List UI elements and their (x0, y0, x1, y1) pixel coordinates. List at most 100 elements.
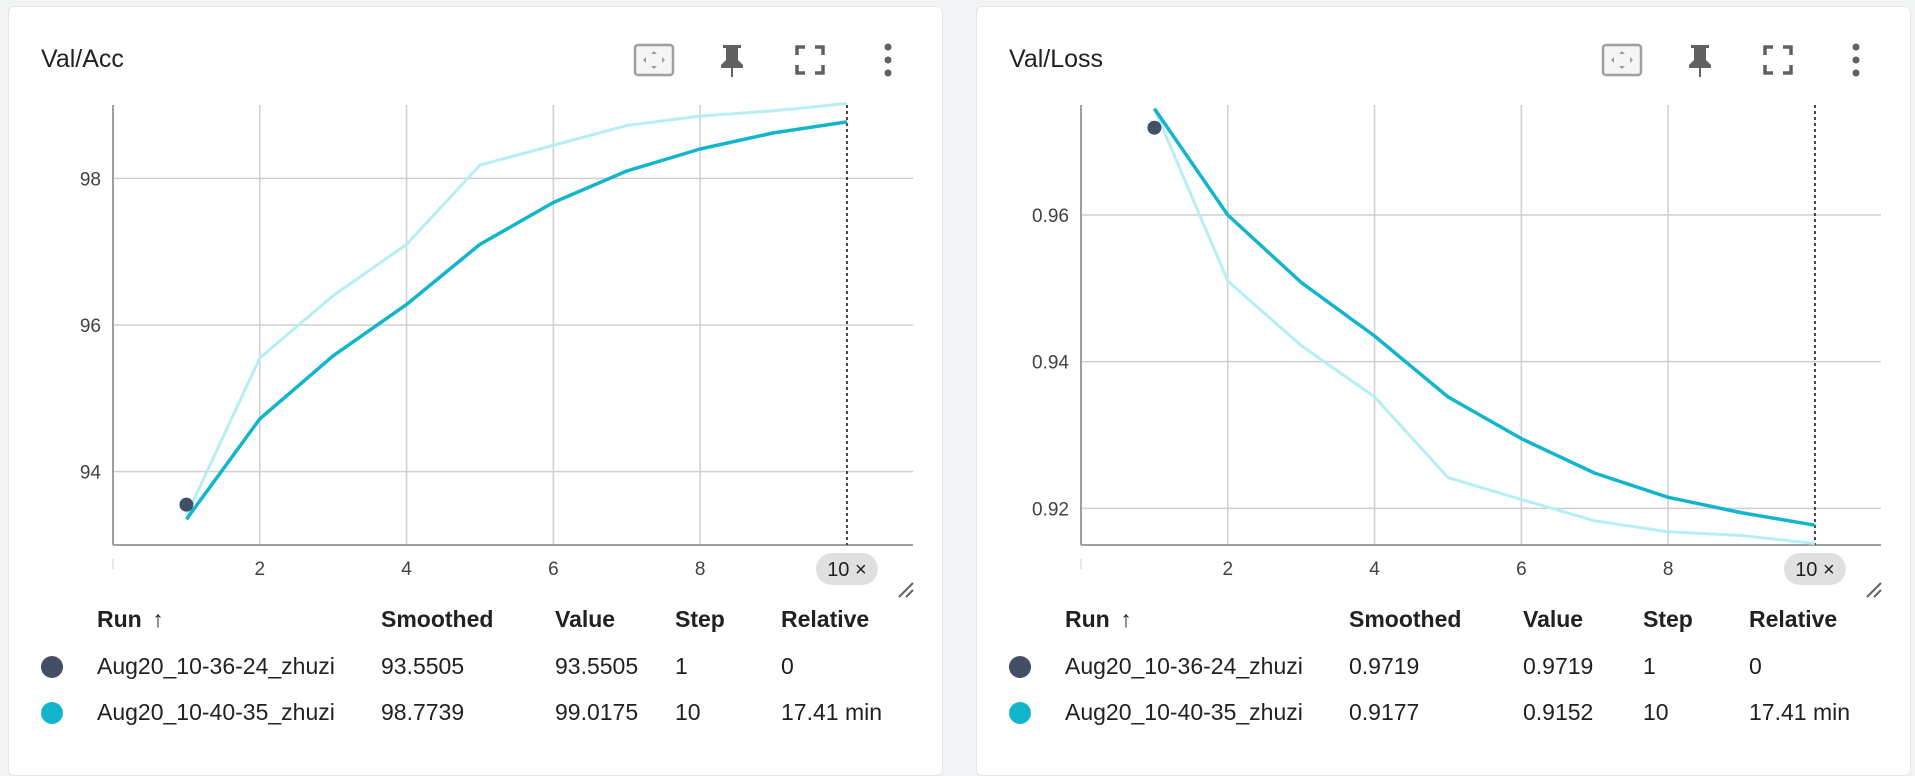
fullscreen-button[interactable] (784, 35, 836, 85)
header-run[interactable]: Run ↑ (97, 595, 381, 643)
step-badge-label: 10 × (827, 559, 866, 581)
x-tick-label: 8 (1663, 559, 1674, 580)
more-options-button[interactable] (1830, 35, 1882, 85)
relative-time: 0 (781, 652, 794, 679)
y-tick-label: 0.96 (1032, 206, 1069, 227)
header-value[interactable]: Value (555, 605, 616, 632)
table-row: Aug20_10-40-35_zhuzi 98.7739 99.0175 10 … (41, 689, 921, 735)
y-tick-label: 0.94 (1032, 353, 1069, 374)
raw-value: 93.5505 (555, 652, 639, 679)
data-point (179, 497, 194, 512)
table-row: Aug20_10-40-35_zhuzi 0.9177 0.9152 10 17… (1009, 689, 1889, 735)
header-run-label: Run (1065, 605, 1110, 632)
card-toolbar (628, 35, 914, 85)
raw-series-line (1153, 108, 1816, 546)
smoothed-value: 98.7739 (381, 698, 465, 725)
relative-time: 0 (1749, 652, 1762, 679)
step-badge-label: 10 × (1795, 559, 1834, 581)
run-color-cell (1009, 689, 1065, 735)
header-run-label: Run (97, 605, 142, 632)
run-color-cell (41, 643, 97, 689)
chart-title: Val/Loss (1009, 45, 1104, 73)
fit-domain-button[interactable] (1596, 35, 1648, 85)
header-relative[interactable]: Relative (1749, 605, 1838, 632)
header-smoothed[interactable]: Smoothed (381, 605, 494, 632)
step-badge[interactable]: 10 × (815, 553, 878, 585)
step-badge-background (815, 553, 878, 585)
header-step[interactable]: Step (675, 605, 725, 632)
chart-card-val-acc: Val/Acc 2 4 6 8 94 96 98 10 × Run ↑ Smoothed Va… (8, 6, 943, 776)
x-tick-label: 6 (548, 559, 559, 580)
more-options-button[interactable] (862, 35, 914, 85)
fullscreen-icon (1763, 45, 1793, 75)
x-tick-label: 8 (695, 559, 706, 580)
chart-title: Val/Acc (41, 45, 124, 73)
x-tick-label: 4 (1369, 559, 1380, 580)
fullscreen-button[interactable] (1752, 35, 1804, 85)
table-header-row: Run ↑ Smoothed Value Step Relative (41, 595, 921, 643)
run-name: Aug20_10-40-35_zhuzi (1065, 698, 1303, 725)
run-color-dot (1009, 656, 1031, 679)
header-run[interactable]: Run ↑ (1065, 595, 1349, 643)
header-color (41, 595, 97, 643)
run-color-dot (41, 702, 63, 725)
run-color-cell (41, 689, 97, 735)
step-badge-background (1783, 553, 1846, 585)
smoothed-value: 0.9719 (1349, 652, 1420, 679)
pin-icon (721, 45, 743, 77)
pin-button[interactable] (1674, 35, 1726, 85)
step-value: 1 (1643, 652, 1656, 679)
fit-domain-icon (1601, 43, 1643, 77)
chart-plot[interactable]: 2 4 6 8 94 96 98 10 × (9, 7, 944, 597)
header-color (1009, 595, 1065, 643)
data-point (1147, 120, 1162, 135)
chart-card-val-loss: Val/Loss 2 4 6 8 0.92 0.94 0.96 10 × Run ↑ Smoo… (976, 6, 1911, 776)
step-badge[interactable]: 10 × (1783, 553, 1846, 585)
header-value[interactable]: Value (1523, 605, 1584, 632)
resize-handle-icon[interactable] (1863, 579, 1883, 599)
run-name: Aug20_10-36-24_zhuzi (97, 652, 335, 679)
y-tick-label: 96 (80, 316, 101, 337)
smoothed-value: 0.9177 (1349, 698, 1420, 725)
card-toolbar (1596, 35, 1882, 85)
fit-domain-button[interactable] (628, 35, 680, 85)
relative-time: 17.41 min (781, 698, 883, 725)
header-relative[interactable]: Relative (781, 605, 870, 632)
more-vert-icon (1852, 43, 1860, 77)
sort-arrow-icon: ↑ (1120, 605, 1132, 632)
sort-arrow-icon: ↑ (152, 605, 164, 632)
table-row: Aug20_10-36-24_zhuzi 0.9719 0.9719 1 0 (1009, 643, 1889, 689)
y-tick-label: 98 (80, 169, 101, 190)
raw-value: 99.0175 (555, 698, 639, 725)
run-name: Aug20_10-36-24_zhuzi (1065, 652, 1303, 679)
chart-plot[interactable]: 2 4 6 8 0.92 0.94 0.96 10 × (977, 7, 1912, 597)
smoothed-series-line (184, 120, 848, 521)
table-header-row: Run ↑ Smoothed Value Step Relative (1009, 595, 1889, 643)
smoothed-series-line (1152, 107, 1816, 527)
x-tick-label: 6 (1516, 559, 1527, 580)
x-tick-label: 2 (1222, 559, 1233, 580)
step-value: 10 (675, 698, 701, 725)
raw-value: 0.9152 (1523, 698, 1594, 725)
header-step[interactable]: Step (1643, 605, 1693, 632)
run-color-cell (1009, 643, 1065, 689)
pin-button[interactable] (706, 35, 758, 85)
fit-domain-icon (633, 43, 675, 77)
smoothed-value: 93.5505 (381, 652, 465, 679)
run-color-dot (1009, 702, 1031, 725)
x-tick-label: 2 (254, 559, 265, 580)
y-tick-label: 94 (80, 463, 102, 484)
relative-time: 17.41 min (1749, 698, 1851, 725)
x-tick-label: 4 (401, 559, 412, 580)
raw-value: 0.9719 (1523, 652, 1594, 679)
header-smoothed[interactable]: Smoothed (1349, 605, 1462, 632)
fullscreen-icon (795, 45, 825, 75)
run-color-dot (41, 656, 63, 679)
y-tick-label: 0.92 (1032, 499, 1069, 520)
table-row: Aug20_10-36-24_zhuzi 93.5505 93.5505 1 0 (41, 643, 921, 689)
runs-table: Run ↑ Smoothed Value Step Relative Aug20… (1009, 595, 1889, 735)
resize-handle-icon[interactable] (895, 579, 915, 599)
more-vert-icon (884, 43, 892, 77)
run-name: Aug20_10-40-35_zhuzi (97, 698, 335, 725)
step-value: 1 (675, 652, 688, 679)
